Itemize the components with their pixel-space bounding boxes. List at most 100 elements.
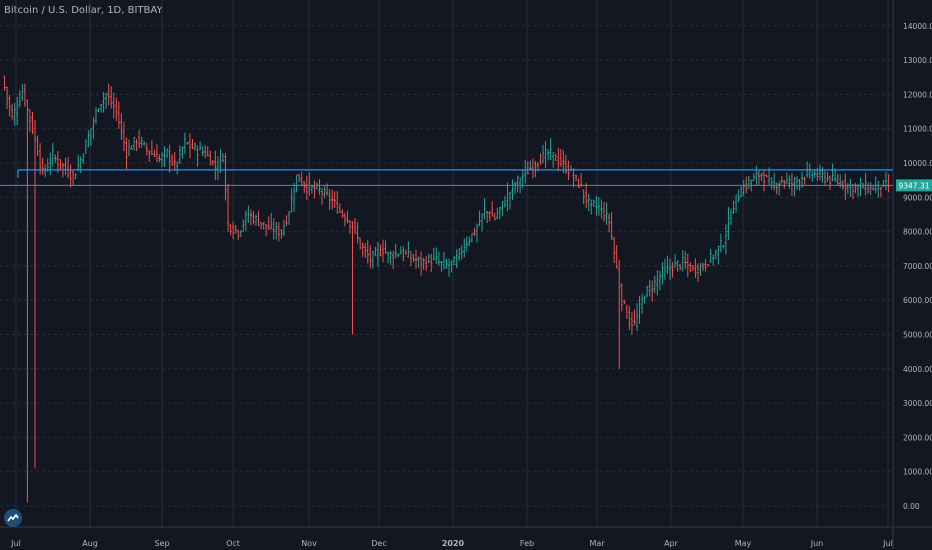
ohlc-bar [534, 160, 537, 178]
ohlc-bar [338, 203, 342, 214]
ohlc-bar [445, 258, 448, 269]
ohlc-bar [183, 132, 187, 154]
y-tick-label: 4000.00 [903, 365, 932, 374]
ohlc-bar [84, 139, 88, 154]
ohlc-bar [346, 210, 349, 224]
ohlc-bar [671, 262, 674, 278]
ohlc-bar [747, 175, 750, 190]
ohlc-bar [676, 260, 679, 272]
ohlc-bar [407, 241, 410, 258]
ohlc-bar [844, 173, 847, 201]
y-tick-label: 8000.00 [903, 228, 932, 237]
ohlc-bar [572, 168, 575, 188]
ohlc-bar [331, 189, 334, 210]
ohlc-bar [823, 170, 827, 187]
ohlc-bar [285, 215, 288, 226]
ohlc-bar [257, 210, 260, 227]
ohlc-bar [125, 137, 128, 170]
ohlc-bar [135, 138, 138, 152]
ohlc-bar [36, 135, 39, 156]
ohlc-bar [435, 247, 438, 265]
ohlc-bar [374, 246, 377, 256]
ohlc-bar [602, 201, 606, 222]
ohlc-bar [877, 181, 880, 198]
ohlc-bar [506, 182, 509, 212]
ohlc-bar [651, 280, 654, 302]
ohlc-bar [546, 149, 550, 161]
ohlc-bar [762, 170, 766, 192]
ohlc-bar [638, 295, 641, 324]
ohlc-bar [836, 173, 839, 186]
ohlc-bar [470, 233, 474, 243]
ohlc-bar [673, 253, 677, 268]
ohlc-bar [493, 212, 496, 221]
y-tick-label: 2000.00 [903, 433, 932, 442]
ohlc-bar [270, 212, 273, 230]
ohlc-bar [597, 196, 601, 216]
ohlc-bar [856, 183, 860, 197]
ohlc-bar [712, 254, 715, 267]
ohlc-bar [574, 174, 578, 182]
ohlc-bar [783, 180, 786, 189]
ohlc-bar [772, 173, 776, 191]
ohlc-bar [544, 141, 547, 169]
ohlc-bar [633, 309, 636, 326]
y-tick-label: 3000.00 [903, 399, 932, 408]
ohlc-bar [706, 264, 710, 267]
ohlc-bar [648, 280, 651, 297]
ohlc-bar [79, 156, 82, 173]
ohlc-bar [498, 206, 502, 220]
ohlc-bar [854, 183, 857, 194]
ohlc-bar [612, 237, 616, 263]
ohlc-bar [640, 293, 644, 314]
tradingview-logo-icon[interactable] [4, 509, 22, 527]
ohlc-bar [643, 295, 646, 304]
ohlc-bar [384, 240, 387, 254]
ohlc-bar [381, 239, 385, 263]
ohlc-bar [508, 191, 512, 210]
ohlc-bar [696, 263, 700, 282]
ohlc-bar [371, 250, 375, 269]
ohlc-bar [430, 253, 433, 273]
ohlc-bar [417, 256, 420, 268]
ohlc-bar [364, 242, 367, 258]
ohlc-bar [122, 121, 126, 152]
ohlc-bar [170, 154, 174, 167]
ohlc-bar [811, 170, 814, 182]
ohlc-bar [564, 154, 568, 175]
x-tick-label: Aug [82, 539, 98, 548]
chart-title: Bitcoin / U.S. Dollar, 1D, BITBAY [4, 5, 163, 16]
ohlc-bar [737, 189, 740, 202]
y-tick-label: 1000.00 [903, 468, 932, 477]
ohlc-bar [424, 256, 428, 271]
ohlc-bar [249, 209, 253, 226]
ohlc-bar [557, 147, 560, 172]
ohlc-bar [513, 181, 517, 195]
ohlc-bar [790, 173, 794, 196]
ohlc-bar [74, 173, 77, 180]
ohlc-bar [734, 194, 738, 213]
ohlc-bar [455, 249, 458, 268]
ohlc-bar [297, 174, 301, 182]
chart-overlays [0, 169, 893, 186]
ohlc-bar [328, 189, 331, 211]
ohlc-bar [224, 153, 227, 201]
ohlc-bar [681, 250, 684, 272]
ohlc-bar [719, 233, 723, 253]
ohlc-bar [656, 270, 659, 296]
ohlc-bar [87, 130, 90, 148]
ohlc-bar [69, 164, 72, 188]
ohlc-bar [300, 171, 303, 187]
last-price-badge [896, 179, 932, 192]
ohlc-bar [366, 240, 369, 264]
ohlc-bar [275, 221, 278, 240]
ohlc-bar [8, 94, 11, 117]
ohlc-bar [254, 214, 258, 226]
ohlc-bar [214, 150, 217, 181]
ohlc-bar [628, 306, 631, 331]
x-tick-label: Dec [371, 539, 386, 548]
x-tick-label: May [735, 539, 752, 548]
ohlc-bar [54, 154, 57, 163]
